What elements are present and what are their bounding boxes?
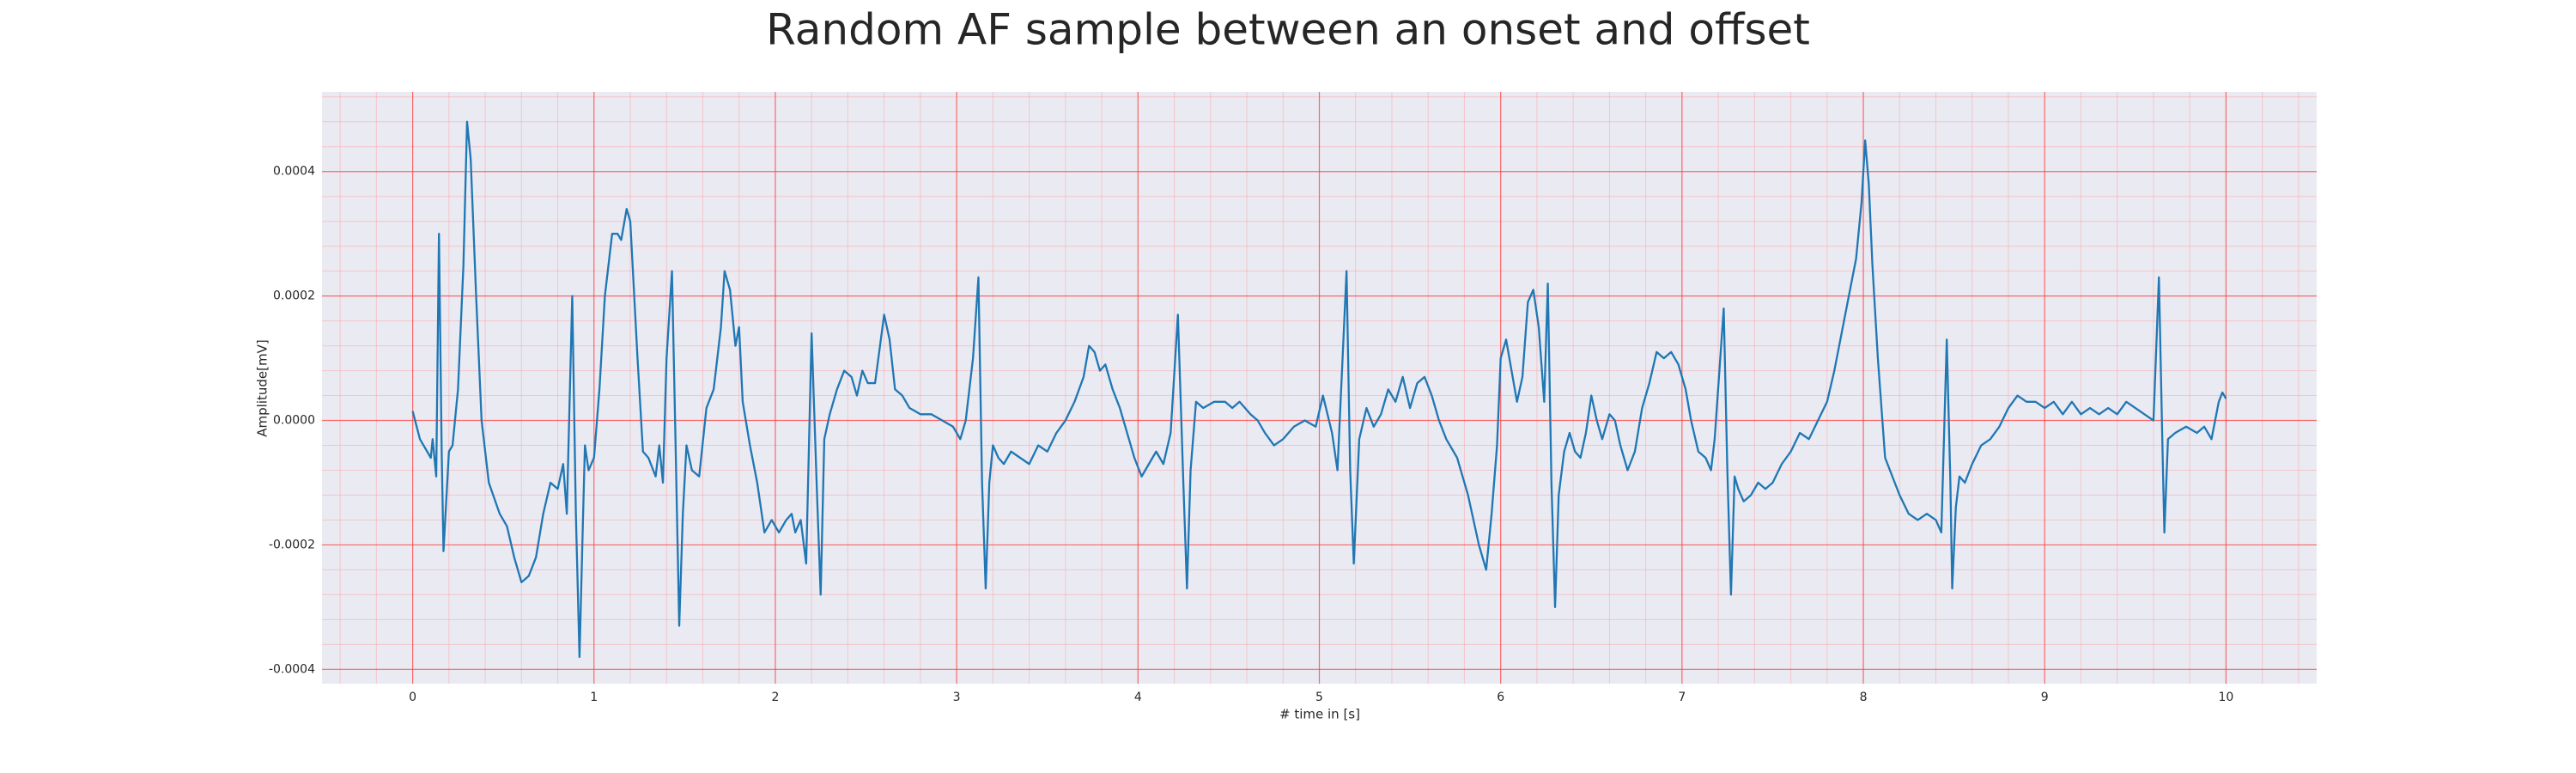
x-tick-label: 6: [1497, 691, 1504, 704]
x-tick-label: 2: [771, 691, 779, 704]
y-tick-label: 0.0002: [273, 289, 315, 303]
x-tick-label: 4: [1134, 691, 1142, 704]
x-tick-label: 10: [2218, 691, 2233, 704]
x-tick-label: 0: [409, 691, 416, 704]
ticks: 0 1 2 3 4 5 6 7 8 9 10 -0.0004 -0.0002 0.0000 0.0002 0.…: [269, 165, 2233, 704]
signal-line: [411, 120, 2227, 658]
x-tick-label: 3: [953, 691, 961, 704]
y-tick-label: 0.0000: [273, 414, 315, 428]
y-tick-label: -0.0002: [269, 538, 315, 551]
marks: [411, 120, 2227, 658]
x-tick-label: 5: [1315, 691, 1323, 704]
x-tick-label: 8: [1860, 691, 1868, 704]
y-tick-label: 0.0004: [273, 165, 315, 179]
x-axis-label: # time in [s]: [1279, 707, 1360, 722]
chart-title: Random AF sample between an onset and of…: [766, 5, 1810, 55]
x-tick-label: 9: [2041, 691, 2049, 704]
grid: [322, 92, 2317, 684]
x-tick-label: 1: [590, 691, 598, 704]
x-tick-label: 7: [1678, 691, 1686, 704]
y-tick-label: -0.0004: [269, 662, 315, 676]
y-axis-label: Amplitude[mV]: [255, 339, 270, 436]
